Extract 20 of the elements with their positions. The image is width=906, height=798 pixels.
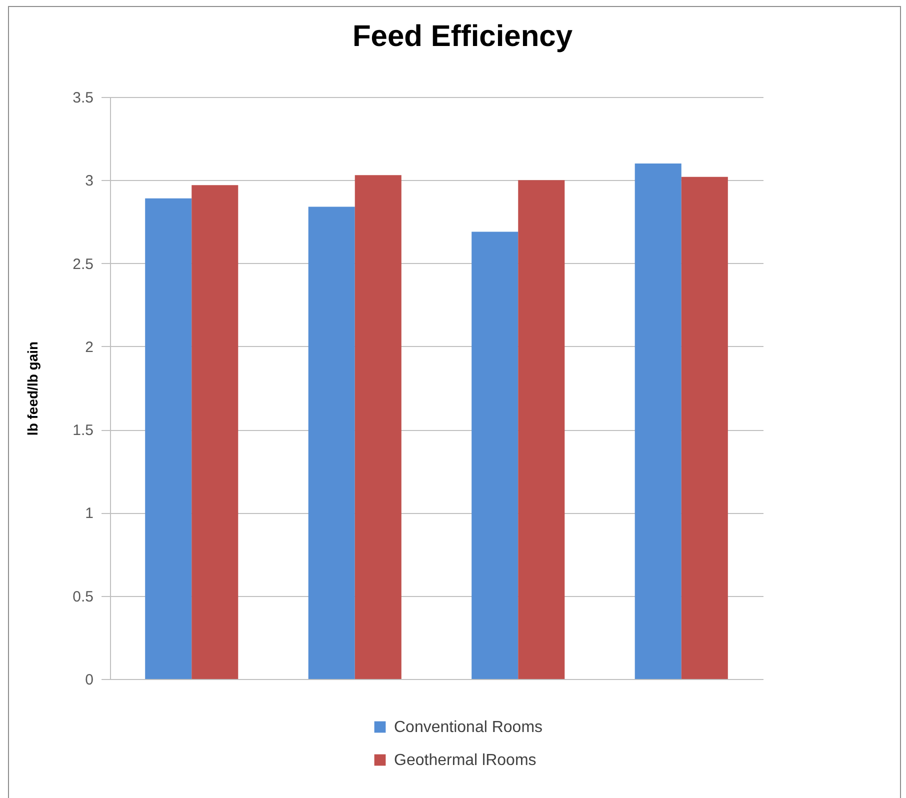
chart-title: Feed Efficiency (352, 20, 573, 53)
y-tick-label: 3 (85, 172, 94, 190)
bar (354, 175, 402, 679)
y-tick-label: 2 (85, 338, 94, 356)
y-tick-label: 0.5 (72, 588, 94, 606)
bar (308, 206, 355, 679)
bar (634, 164, 682, 679)
y-tick-label: 0 (85, 672, 94, 688)
legend-label: Conventional Rooms (394, 719, 543, 736)
legend-label: Geothermal lRooms (394, 752, 536, 769)
bar (681, 176, 728, 679)
bar (145, 198, 192, 679)
y-axis-title: lb feed/lb gain (24, 341, 41, 436)
bar (192, 185, 238, 679)
y-tick-label: 2.5 (72, 256, 94, 273)
y-tick-label: 1.5 (72, 422, 94, 440)
y-tick-label: 3.5 (72, 90, 94, 106)
bar (518, 180, 565, 679)
y-tick-label: 1 (85, 505, 94, 522)
bar (472, 232, 518, 679)
